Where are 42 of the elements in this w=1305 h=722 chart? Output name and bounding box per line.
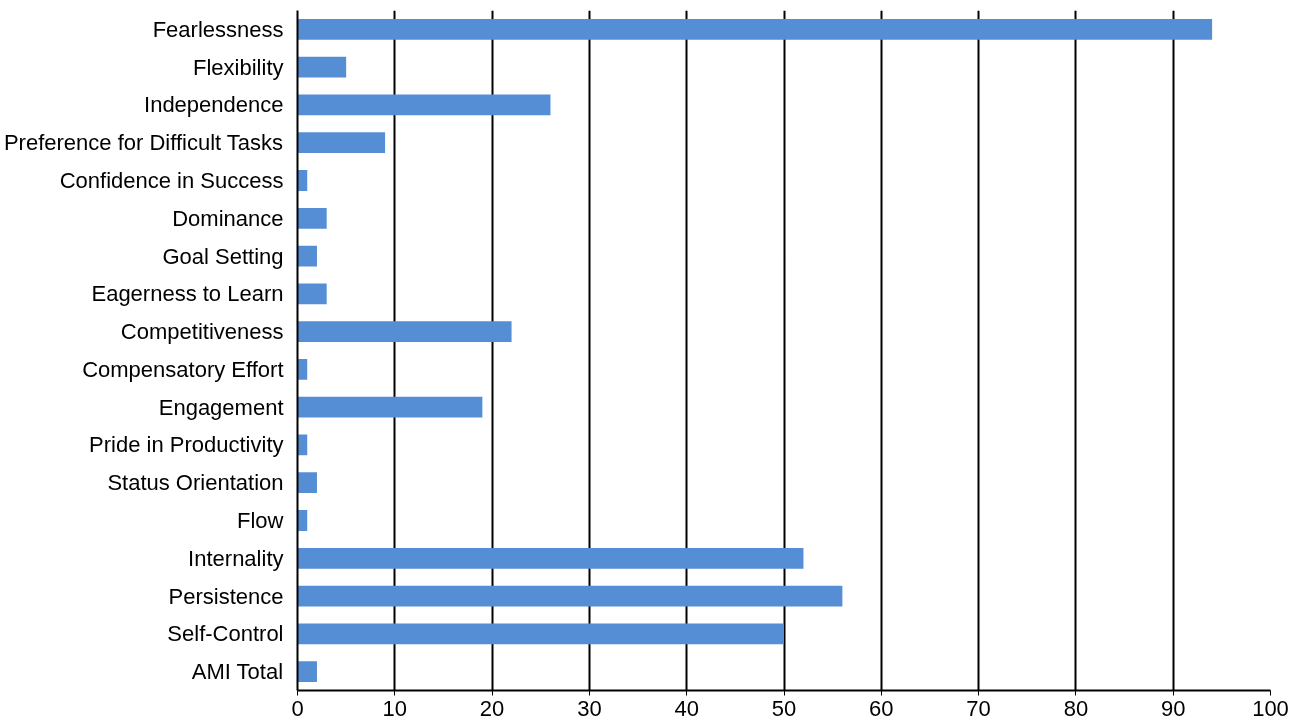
- bar: [297, 207, 327, 229]
- y-tick-label: Status Orientation: [107, 470, 284, 496]
- x-tick-label: 50: [771, 695, 797, 721]
- bar: [297, 472, 317, 494]
- bar: [297, 321, 512, 342]
- y-tick-label: Independence: [144, 92, 284, 118]
- x-tick-label: 0: [291, 695, 304, 721]
- x-tick-label: 10: [382, 695, 408, 721]
- x-tick-label: 100: [1252, 695, 1289, 721]
- y-tick-label: Confidence in Success: [59, 168, 284, 193]
- bar: [297, 661, 317, 682]
- x-tick-label: 80: [1063, 695, 1089, 721]
- y-tick-label: Engagement: [158, 394, 284, 420]
- y-tick-label: Preference for Difficult Tasks: [3, 130, 284, 156]
- x-tick-label: 30: [577, 695, 602, 721]
- x-tick-label: 70: [966, 695, 991, 721]
- y-tick-label: Self-Control: [167, 621, 284, 647]
- y-tick-label: Eagerness to Learn: [91, 281, 284, 307]
- y-tick-label: Fearlessness: [152, 16, 284, 42]
- bar: [297, 132, 386, 154]
- y-tick-label: Persistence: [168, 583, 284, 609]
- y-tick-label: AMI Total: [191, 659, 284, 685]
- bar: [297, 283, 327, 305]
- bar: [297, 19, 1213, 40]
- y-tick-label: Goal Setting: [162, 243, 284, 269]
- y-tick-label: Pride in Productivity: [89, 432, 284, 458]
- x-tick-label: 60: [869, 695, 894, 721]
- y-tick-label: Competitiveness: [120, 319, 284, 345]
- y-tick-label: Internality: [188, 545, 284, 571]
- bar: [297, 585, 843, 607]
- x-tick-label: 40: [674, 695, 699, 721]
- x-tick-label: 90: [1160, 695, 1186, 721]
- y-tick-label: Flow: [237, 508, 284, 533]
- y-tick-label: Compensatory Effort: [82, 356, 284, 382]
- bar: [297, 94, 551, 116]
- bar: [297, 623, 784, 645]
- bar: [297, 396, 483, 418]
- bar: [297, 547, 804, 569]
- bar: [297, 56, 347, 78]
- x-tick-label: 20: [479, 695, 505, 721]
- y-tick-label: Dominance: [172, 205, 284, 231]
- y-tick-label: Flexibility: [193, 54, 284, 80]
